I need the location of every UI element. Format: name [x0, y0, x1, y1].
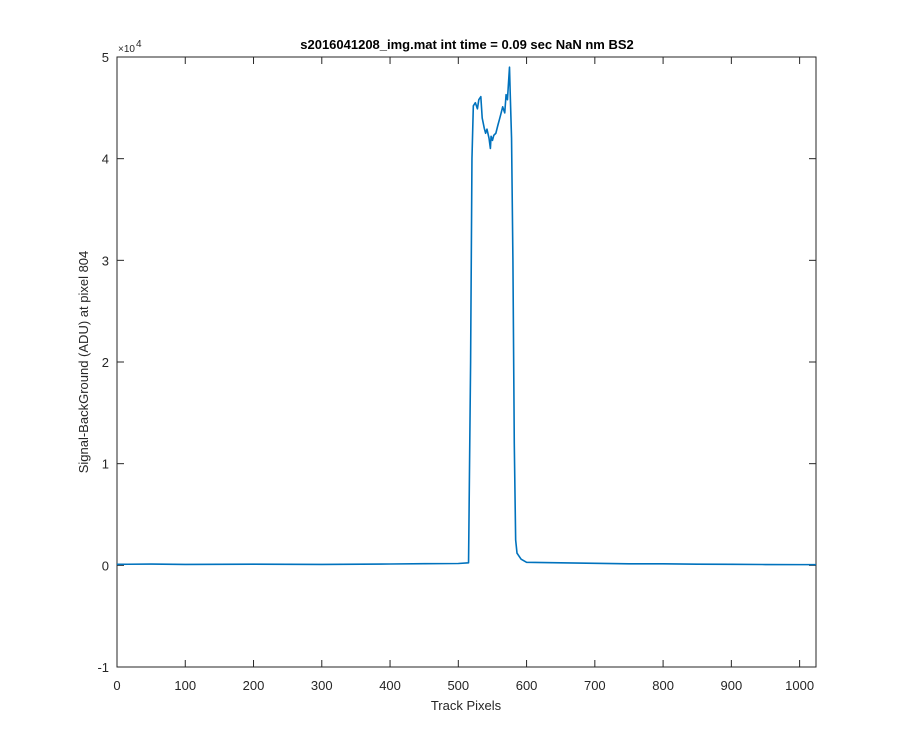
x-tick-label: 400 [379, 678, 401, 693]
x-tick-label: 500 [447, 678, 469, 693]
y-tick-labels: -1 0 1 2 3 4 5 [97, 50, 109, 675]
x-tick-label: 300 [311, 678, 333, 693]
x-axis-label: Track Pixels [431, 698, 502, 713]
series-line [116, 66, 816, 566]
plot-area [116, 56, 817, 668]
y-tick-label: 4 [102, 152, 109, 167]
x-tick-label: 900 [721, 678, 743, 693]
x-tick-label: 200 [243, 678, 265, 693]
y-tick-label: 3 [102, 253, 109, 268]
y-tick-label: -1 [97, 660, 109, 675]
y-tick-label: 5 [102, 50, 109, 65]
y-exponent-power: 4 [136, 39, 142, 50]
y-exponent-base: ×10 [118, 44, 135, 55]
x-tick-label: 100 [174, 678, 196, 693]
x-tick-label: 800 [652, 678, 674, 693]
x-tick-label: 700 [584, 678, 606, 693]
y-tick-label: 2 [102, 355, 109, 370]
chart-title: s2016041208_img.mat int time = 0.09 sec … [300, 37, 634, 52]
x-tick-labels: 0 100 200 300 400 500 600 700 800 900 1000 [113, 678, 814, 693]
x-tick-label: 600 [516, 678, 538, 693]
axis-ticks [116, 56, 816, 668]
y-tick-label: 0 [102, 558, 109, 573]
x-tick-label: 1000 [785, 678, 814, 693]
x-tick-label: 0 [113, 678, 120, 693]
y-axis-label: Signal-BackGround (ADU) at pixel 804 [76, 251, 91, 474]
y-tick-label: 1 [102, 457, 109, 472]
